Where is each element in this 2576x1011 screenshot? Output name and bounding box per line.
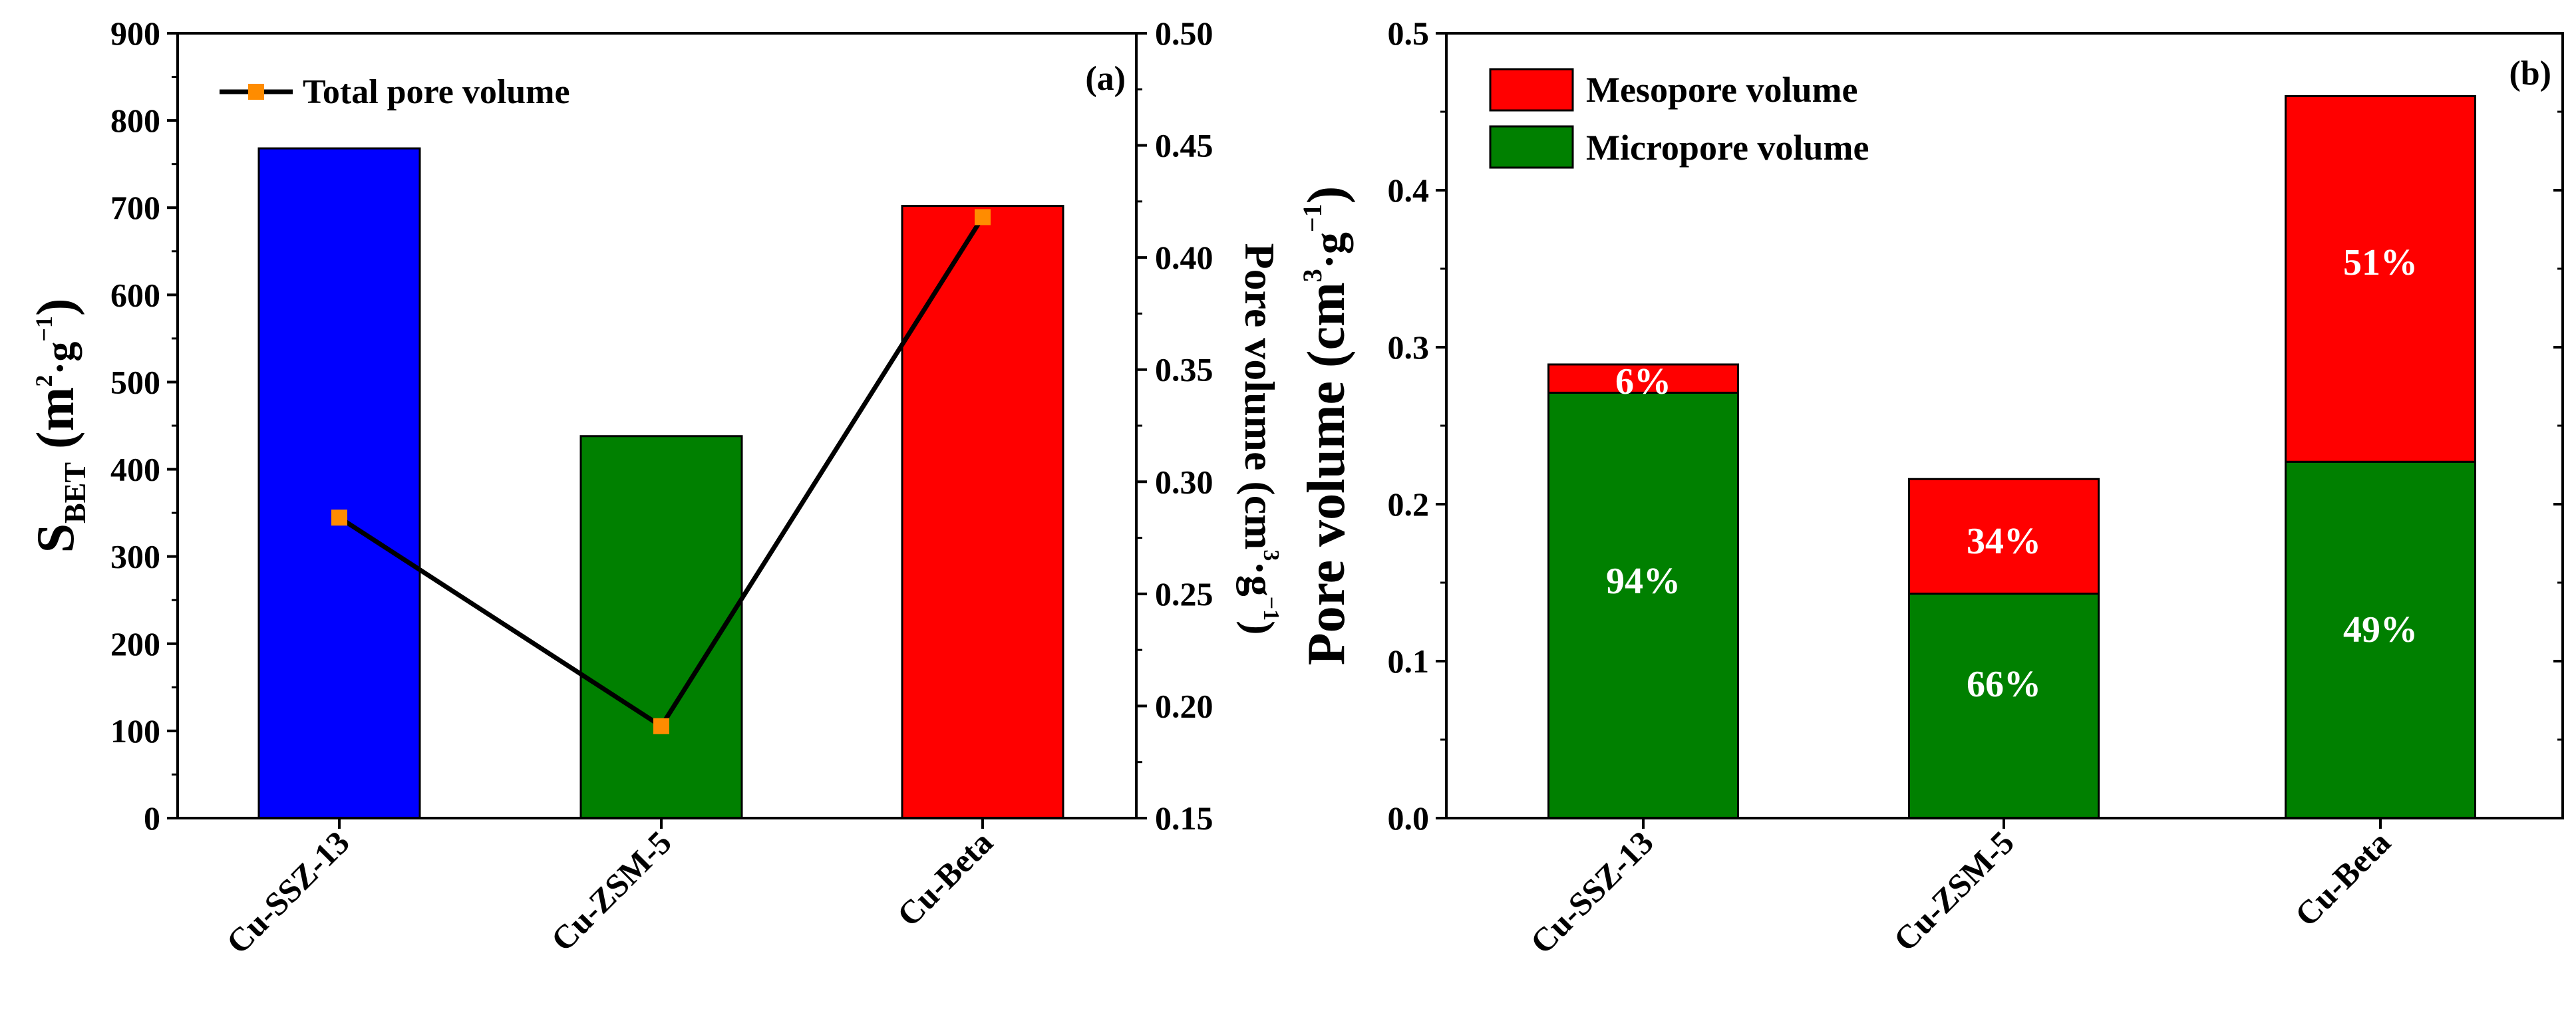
mesopore-percent-label: 34% <box>1967 521 2041 562</box>
y-tick-label: 600 <box>110 276 160 313</box>
y2-axis-title-a: Pore volume (cm3·g−1) <box>1236 243 1283 635</box>
y-tick-label: 300 <box>110 538 160 575</box>
legend-swatch-micropore <box>1489 125 1574 169</box>
y-tick-label: 0.3 <box>1388 329 1430 366</box>
x-tick-label: Cu-SSZ-13 <box>1523 823 1661 961</box>
bar-micropore-cu-ssz-13 <box>1547 391 1739 819</box>
y-tick-label: 200 <box>110 625 160 662</box>
y-tick-label: 0.1 <box>1388 643 1430 680</box>
y2-tick-label: 0.20 <box>1155 687 1213 724</box>
total-pore-volume-marker <box>975 209 991 225</box>
y-tick-label: 100 <box>110 712 160 750</box>
legend-label-total-pore-volume: Total pore volume <box>303 73 570 111</box>
bar-cu-ssz-13 <box>257 147 421 819</box>
y2-tick-label: 0.40 <box>1155 239 1213 276</box>
total-pore-volume-marker <box>331 509 347 526</box>
y-tick-label: 0.0 <box>1388 799 1430 837</box>
legend-label-micropore: Micropore volume <box>1586 128 1869 168</box>
bar-cu-beta <box>901 205 1064 819</box>
y-tick-label: 0 <box>144 799 160 837</box>
legend-label-mesopore: Mesopore volume <box>1586 70 1857 110</box>
y-tick-label: 500 <box>110 363 160 400</box>
mesopore-percent-label: 51% <box>2343 242 2418 283</box>
y-tick-label: 0.5 <box>1388 15 1430 52</box>
legend-marker-swatch <box>248 84 264 100</box>
y2-tick-label: 0.25 <box>1155 575 1213 613</box>
total-pore-volume-marker <box>653 718 669 734</box>
bar-mesopore-cu-beta <box>2285 94 2476 463</box>
y-tick-label: 0.4 <box>1388 172 1430 209</box>
x-tick-label: Cu-ZSM-5 <box>1886 823 2021 958</box>
x-tick-label: Cu-ZSM-5 <box>544 823 679 958</box>
micropore-percent-label: 94% <box>1606 561 1681 602</box>
x-tick-label: Cu-Beta <box>2287 823 2397 933</box>
y-tick-label: 400 <box>110 451 160 488</box>
y-tick-label: 900 <box>110 15 160 52</box>
y2-tick-label: 0.50 <box>1155 15 1213 52</box>
panel-b-chart: 94% 6% 66% 34% 49% 51% 0.0 0.1 0.2 0.3 0.4 0.5 Cu-SS… <box>1297 15 2564 961</box>
panel-label-a: (a) <box>1085 60 1126 98</box>
bar-mesopore-cu-zsm-5 <box>1908 478 2100 595</box>
y-tick-label: 0.2 <box>1388 486 1430 523</box>
y-axis-title-a: SBET (m2·g−1) <box>27 299 92 553</box>
micropore-percent-label: 49% <box>2343 609 2418 650</box>
bar-micropore-cu-zsm-5 <box>1908 593 2100 819</box>
y-tick-label: 800 <box>110 102 160 139</box>
x-tick-label: Cu-SSZ-13 <box>219 823 357 961</box>
bar-mesopore-cu-ssz-13 <box>1547 363 1739 394</box>
panel-a-chart: 0 100 200 300 400 500 600 700 800 900 0.15 0.20 0.25… <box>27 15 1283 961</box>
y-tick-label: 700 <box>110 189 160 226</box>
y2-tick-label: 0.45 <box>1155 127 1213 164</box>
panel-label-b: (b) <box>2509 55 2551 92</box>
mesopore-percent-label: 6% <box>1615 361 1671 402</box>
bar-cu-zsm-5 <box>579 435 743 819</box>
legend-swatch-mesopore <box>1489 68 1574 112</box>
micropore-percent-label: 66% <box>1967 664 2041 705</box>
y2-tick-label: 0.30 <box>1155 463 1213 500</box>
y-axis-title-b: Pore volume (cm3·g−1) <box>1297 186 1356 666</box>
y2-tick-label: 0.35 <box>1155 351 1213 388</box>
x-tick-label: Cu-Beta <box>889 823 999 933</box>
bar-micropore-cu-beta <box>2285 460 2476 819</box>
y2-tick-label: 0.15 <box>1155 799 1213 837</box>
